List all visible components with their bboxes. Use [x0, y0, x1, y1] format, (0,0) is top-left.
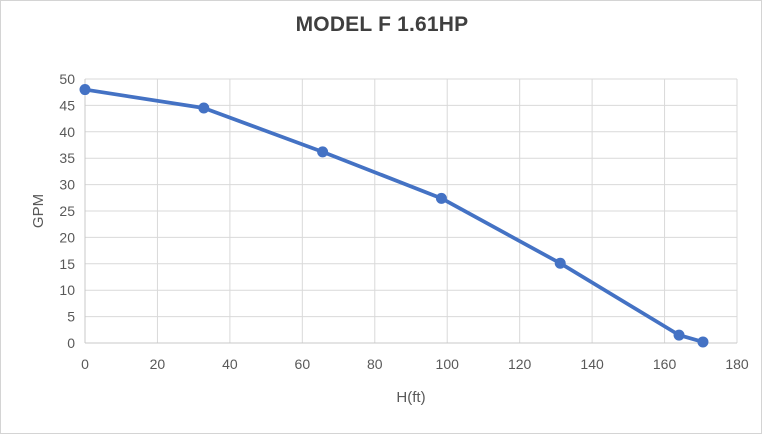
axis-lines — [84, 79, 737, 344]
x-tick-label: 100 — [436, 356, 460, 372]
y-tick-label: 45 — [59, 97, 75, 113]
data-point — [198, 102, 210, 114]
y-tick-label: 0 — [67, 335, 75, 351]
y-tick-label: 40 — [59, 124, 75, 140]
x-tick-label: 0 — [81, 356, 89, 372]
y-axis-title: GPM — [30, 194, 47, 228]
y-tick-label: 25 — [59, 203, 75, 219]
y-tick-label: 30 — [59, 177, 75, 193]
data-point — [673, 329, 685, 341]
y-tick-label: 5 — [67, 309, 75, 325]
data-point — [79, 84, 91, 96]
data-point — [554, 257, 566, 269]
series — [79, 84, 709, 348]
x-tick-label: 60 — [295, 356, 311, 372]
y-tick-label: 10 — [59, 282, 75, 298]
chart-title: MODEL F 1.61HP — [295, 13, 469, 36]
axis-tick-labels: 0 5 10 15 20 25 30 35 40 45 50 0 20 40 60 80 100 120 140 16… — [59, 71, 748, 372]
data-point — [317, 146, 329, 158]
x-axis-title: H(ft) — [396, 389, 425, 406]
x-tick-label: 140 — [580, 356, 604, 372]
y-tick-label: 20 — [59, 229, 75, 245]
data-point — [435, 192, 447, 204]
x-tick-label: 180 — [725, 356, 749, 372]
x-tick-label: 80 — [367, 356, 383, 372]
y-tick-label: 15 — [59, 256, 75, 272]
x-tick-label: 40 — [222, 356, 238, 372]
x-tick-label: 160 — [653, 356, 677, 372]
series-line — [83, 87, 705, 344]
y-tick-label: 35 — [59, 150, 75, 166]
x-tick-label: 20 — [150, 356, 166, 372]
y-tick-label: 50 — [59, 71, 75, 87]
gridlines — [84, 78, 738, 344]
data-point — [697, 336, 709, 348]
x-tick-label: 120 — [508, 356, 532, 372]
